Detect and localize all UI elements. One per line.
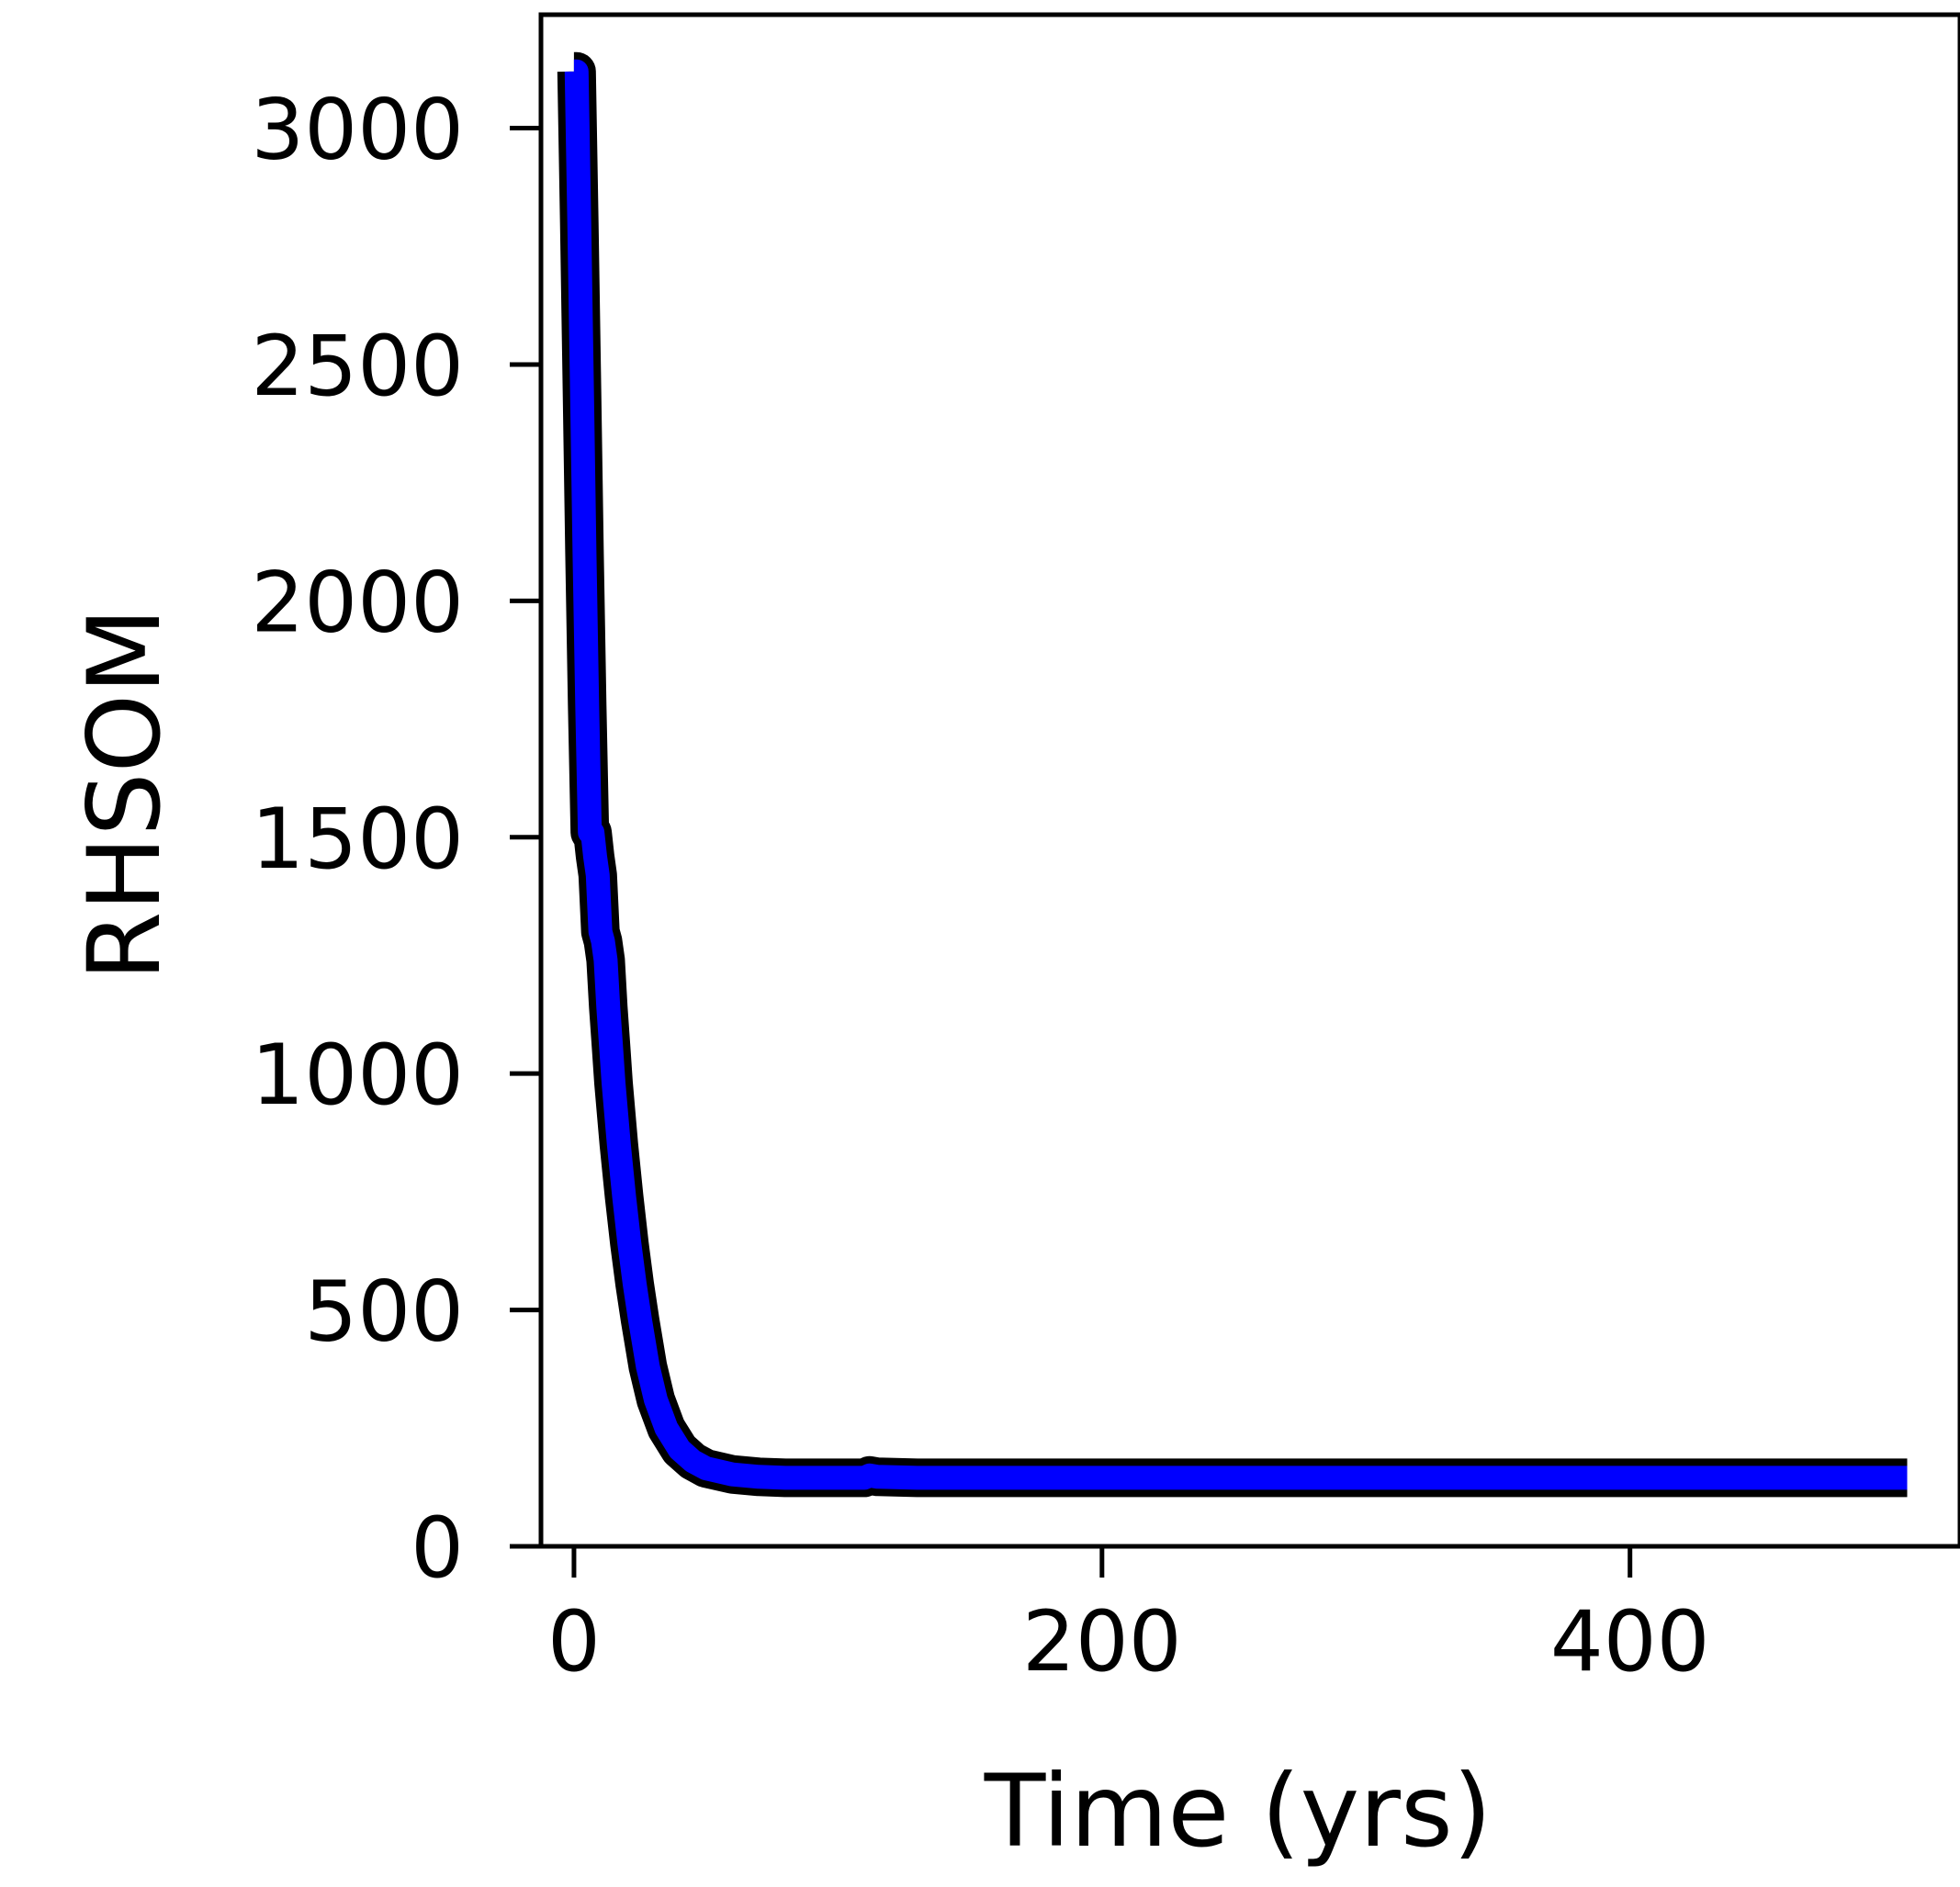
x-tick-label: 200 — [1022, 1594, 1182, 1690]
series-line — [564, 59, 1908, 1490]
y-tick-label: 2000 — [251, 555, 464, 651]
y-axis-label: RHSOM — [66, 608, 183, 982]
y-tick-label: 2500 — [251, 319, 464, 415]
y-tick-label: 1500 — [251, 792, 464, 888]
y-tick-label: 500 — [304, 1264, 464, 1361]
axes-frame — [538, 12, 1960, 1549]
y-tick-label: 1000 — [251, 1028, 464, 1124]
plot-area — [538, 12, 1960, 1549]
x-tick-label: 400 — [1550, 1594, 1710, 1690]
x-axis-ticks: 0 200 400 — [547, 1546, 1710, 1690]
y-tick-label: 0 — [411, 1500, 464, 1597]
series-layer — [557, 51, 1908, 1498]
y-axis-ticks: 0 500 1000 1500 2000 2500 3000 — [251, 83, 541, 1597]
x-tick-label: 0 — [547, 1594, 601, 1690]
x-axis-label: Time (yrs) — [984, 1753, 1493, 1870]
y-tick-label: 3000 — [251, 83, 464, 179]
